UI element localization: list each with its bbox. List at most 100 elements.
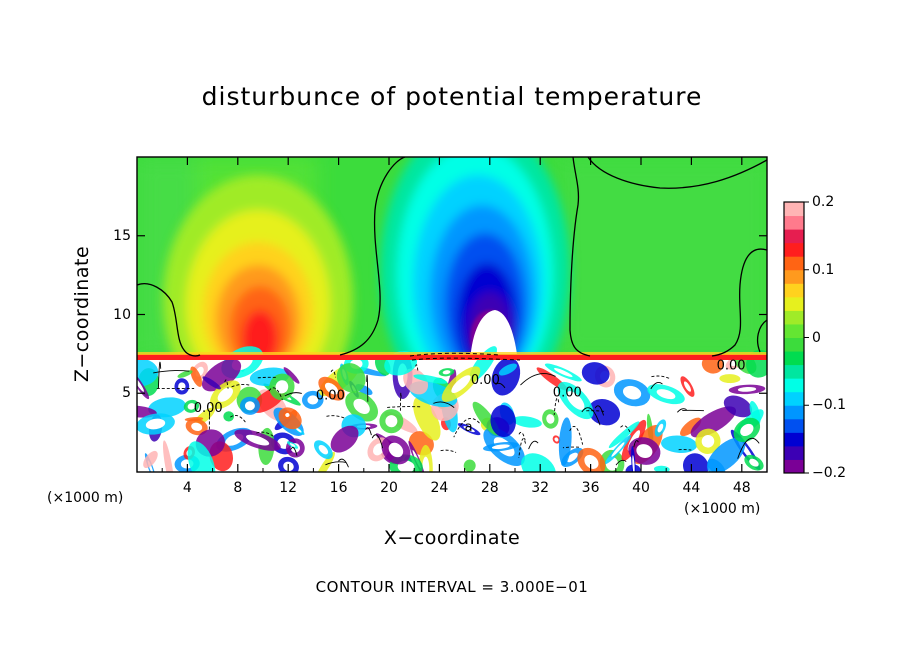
turbulent-contour [256, 431, 274, 437]
colorbar-tick-label: −0.1 [812, 397, 846, 414]
heatmap-plot: 0.00 0.00 0.00 0.00 0.00 a [137, 157, 767, 472]
x-tick-label: 20 [380, 480, 398, 496]
y-axis-unit: (×1000 m) [47, 490, 124, 506]
turbulent-blob-core [546, 414, 555, 424]
turbulent-blob-core [295, 427, 302, 433]
colorbar [784, 202, 804, 474]
turbulent-blob-core [217, 387, 233, 402]
turbulent-contour [581, 407, 601, 426]
turbulent-blob-core [244, 401, 255, 411]
turbulent-blob [336, 363, 366, 393]
turbulent-contour [230, 414, 246, 423]
x-axis-ticks [161, 157, 743, 472]
turbulent-contour [553, 397, 560, 415]
turbulent-contour [677, 408, 687, 413]
zero-contours [137, 157, 767, 357]
turbulent-contour [231, 384, 250, 388]
y-tick-label: 10 [113, 306, 131, 323]
turbulent-contour [569, 426, 584, 445]
turbulent-blob-core [385, 415, 398, 428]
x-tick-label: 8 [233, 480, 243, 496]
turbulent-blob [177, 370, 193, 378]
turbulent-blob-core [275, 380, 289, 394]
turbulent-blob [719, 374, 741, 384]
turbulent-blob-core [422, 456, 430, 472]
turbulent-blob [490, 405, 516, 438]
x-tick-label: 16 [329, 480, 348, 496]
interface-band [137, 354, 767, 360]
turbulent-blob-core [656, 389, 676, 400]
turbulent-contour [338, 458, 349, 468]
colorbar-swatch [784, 269, 804, 284]
contour-label: 0.00 [471, 373, 500, 388]
turbulent-blob-core [566, 452, 578, 463]
contour-label: 0.00 [717, 359, 746, 374]
x-axis-label: X−coordinate [383, 527, 521, 549]
colorbar-tick-label: 0 [812, 329, 821, 346]
turbulent-blob [581, 362, 610, 385]
colorbar-swatch [784, 405, 804, 420]
turbulent-blob-core [388, 442, 404, 458]
turbulent-contour [615, 459, 627, 466]
turbulent-blob [749, 400, 761, 425]
y-tick-label: 15 [113, 227, 131, 244]
x-tick-label: 12 [279, 480, 298, 496]
turbulent-blob-core [318, 444, 329, 455]
contour-label: 0.00 [553, 385, 582, 400]
turbulent-contour [737, 437, 760, 459]
turbulent-blob-core [442, 370, 451, 375]
turbulent-contour [153, 370, 190, 374]
turbulent-blob [723, 395, 753, 418]
x-tick-label: 28 [480, 480, 499, 496]
turbulent-blob [608, 421, 640, 449]
colorbar-swatch [784, 418, 804, 433]
turbulent-blob [143, 450, 158, 469]
turbulent-blob-core [372, 443, 385, 456]
turbulent-blob-core [657, 423, 664, 433]
colorbar-swatch [784, 296, 804, 311]
colorbar-swatch [784, 229, 804, 244]
colorbar-swatch [784, 378, 804, 393]
turbulent-contour [415, 364, 419, 372]
colorbar-swatch [784, 323, 804, 338]
colorbar-swatch [784, 432, 804, 447]
turbulent-blob [588, 398, 621, 426]
x-tick-label: 48 [732, 480, 751, 496]
y-axis-ticks [137, 235, 767, 394]
turbulent-blob [680, 417, 702, 437]
turbulent-contour [651, 375, 671, 380]
turbulent-blob-core [622, 385, 642, 400]
x-tick-label: 40 [632, 480, 650, 496]
turbulent-blob-core [324, 382, 339, 395]
colorbar-swatch [784, 351, 804, 366]
turbulent-contour [594, 405, 604, 416]
turbulent-blob [413, 374, 448, 384]
colorbar-ticks [804, 201, 809, 474]
turbulent-blob-core [749, 458, 759, 467]
turbulent-blob [162, 440, 175, 472]
turbulent-contour [518, 431, 526, 441]
y-axis-label: Z−coordinate [71, 245, 93, 383]
colorbar-tick-label: 0.1 [812, 261, 835, 278]
turbulent-contour [284, 392, 302, 397]
turbulent-blob [463, 459, 476, 472]
x-tick-label: 24 [430, 480, 449, 496]
turbulent-contour [290, 447, 298, 456]
turbulent-contour [385, 406, 421, 408]
chart-title: disturbunce of potential temperature [201, 82, 703, 111]
turbulent-blob-core [307, 395, 319, 405]
turbulent-blob [148, 397, 186, 418]
turbulent-blob [682, 453, 709, 472]
turbulent-contour [433, 401, 455, 408]
turbulent-blob-core [245, 434, 270, 446]
turbulent-blob-core [285, 413, 290, 418]
colorbar-swatch [784, 215, 804, 230]
turbulent-blob [190, 366, 203, 387]
turbulent-blob-core [463, 426, 475, 433]
colorbar-swatch [784, 445, 804, 460]
x-tick-label: 32 [531, 480, 550, 496]
turbulent-blob-core [145, 418, 166, 430]
turbulent-contour [528, 440, 539, 450]
turbulent-contour [268, 387, 283, 401]
